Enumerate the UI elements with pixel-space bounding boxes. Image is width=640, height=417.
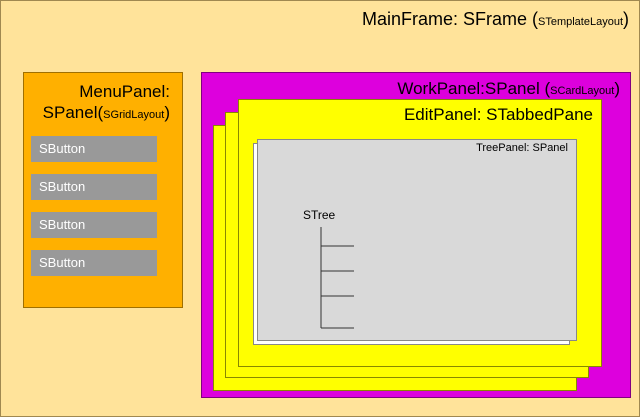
menu-panel-name-line1: MenuPanel: (79, 82, 170, 101)
stree-label: STree (303, 208, 336, 222)
edit-panel-title: EditPanel: STabbedPane (403, 105, 593, 124)
work-panel-name: WorkPanel:SPanel (397, 79, 540, 98)
work-panel-layout: SCardLayout (550, 85, 615, 97)
tree-panel-title: TreePanel: SPanel (476, 142, 568, 154)
sbutton-3: SButton (31, 212, 157, 238)
main-frame-title: MainFrame: SFrame (STemplateLayout) (361, 9, 629, 29)
stree-diagram (320, 227, 354, 329)
main-frame-layout: STemplateLayout (538, 16, 623, 28)
main-frame-name: MainFrame: SFrame (361, 9, 527, 29)
work-panel-title: WorkPanel:SPanel (SCardLayout) (397, 79, 620, 98)
menu-panel-title: MenuPanel: SPanel(SGridLayout) (42, 82, 170, 122)
tree-panel: TreePanel: SPanel STree (257, 139, 577, 341)
sbutton-2: SButton (31, 174, 157, 200)
sbutton-1: SButton (31, 136, 157, 162)
menu-panel-layout: SGridLayout (103, 109, 165, 121)
menu-panel: MenuPanel: SPanel(SGridLayout) SButton S… (23, 72, 183, 308)
sbutton-4: SButton (31, 250, 157, 276)
menu-panel-name-line2: SPanel (42, 103, 98, 122)
